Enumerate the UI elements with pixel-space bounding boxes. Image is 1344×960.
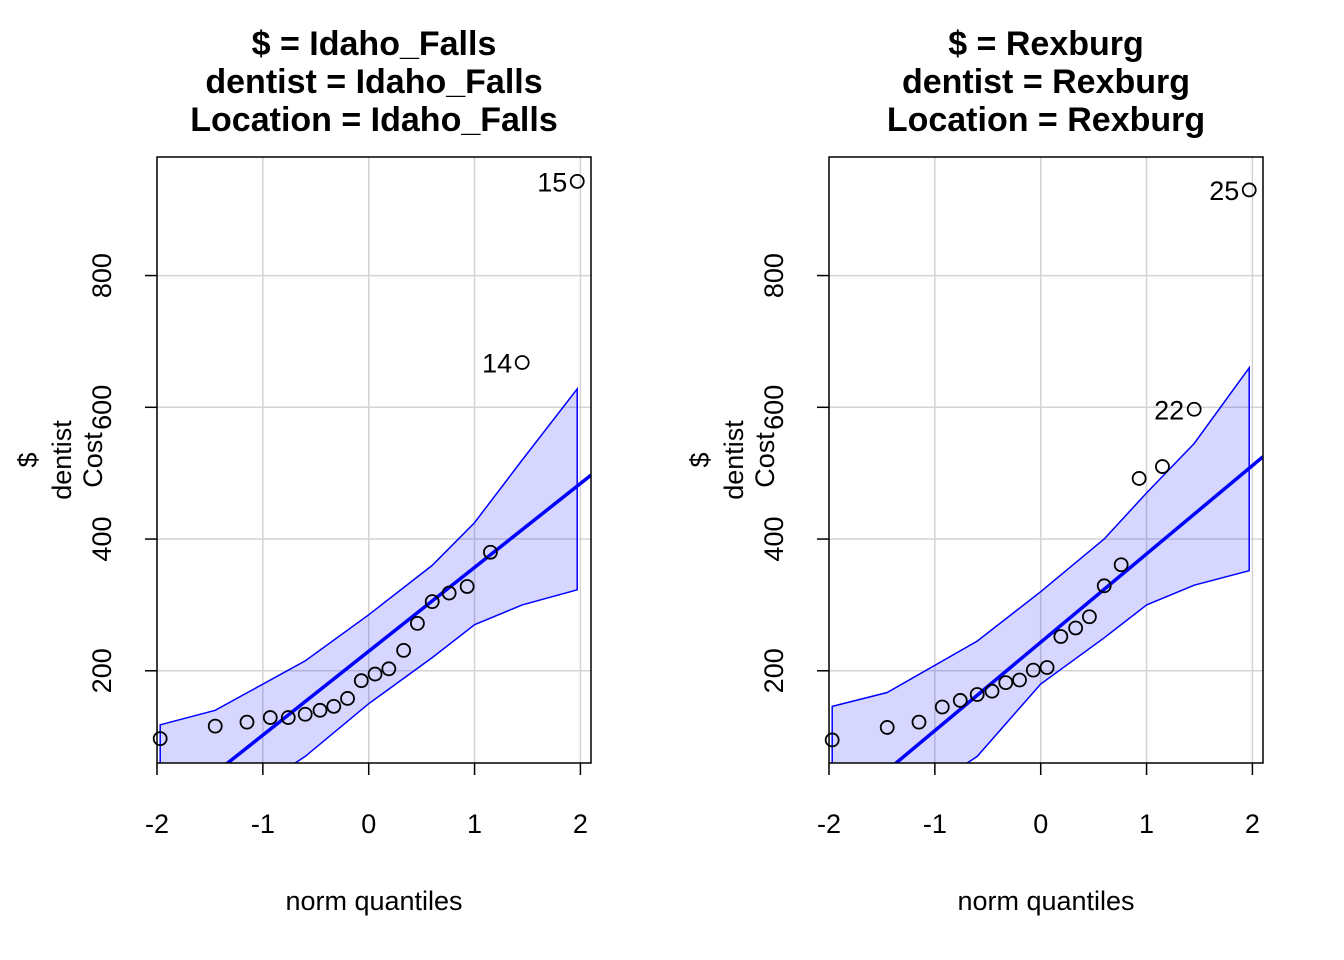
data-point (1053, 629, 1069, 644)
x-tick-label: -1 (923, 809, 947, 839)
data-point (340, 691, 355, 706)
data-point (1012, 672, 1027, 688)
y-tick-label: 200 (759, 648, 789, 693)
data-point (824, 732, 840, 748)
panel-title-line: $ = Rexburg (948, 25, 1144, 63)
data-point (367, 666, 383, 682)
data-point (396, 642, 412, 658)
confidence-band (831, 365, 1250, 763)
data-point (297, 706, 313, 722)
panel-title-line: dentist = Rexburg (902, 63, 1190, 101)
y-tick-label: 400 (87, 517, 117, 562)
data-point (280, 710, 296, 725)
x-tick-label: 2 (1245, 809, 1260, 839)
y-axis-label-line: $ (13, 452, 43, 467)
x-axis-label: norm quantiles (285, 886, 462, 916)
data-point (353, 673, 369, 689)
y-axis-label-line: dentist (47, 420, 77, 500)
y-axis-label-line: $ (685, 452, 715, 467)
data-point (1082, 609, 1097, 625)
y-tick-label: 600 (759, 385, 789, 430)
data-point (152, 731, 168, 747)
plot-area (829, 157, 1263, 763)
data-point (1186, 401, 1202, 417)
x-tick-label: 0 (361, 809, 376, 839)
point-label: 15 (537, 167, 567, 197)
y-tick-label: 200 (87, 648, 117, 693)
x-axis-label: norm quantiles (957, 886, 1134, 916)
point-label: 22 (1154, 395, 1184, 425)
data-point (998, 675, 1014, 691)
data-point (984, 683, 1000, 699)
y-tick-label: 400 (759, 517, 789, 562)
x-tick-label: 1 (467, 809, 482, 839)
data-point (1025, 662, 1041, 678)
point-label: 25 (1209, 176, 1239, 206)
plot-area (157, 157, 591, 763)
panel-title-line: Location = Rexburg (887, 101, 1205, 139)
data-point (424, 594, 440, 610)
data-point (1039, 660, 1055, 675)
data-point (969, 687, 985, 702)
y-axis-label-line: Cost (750, 432, 780, 488)
panel-idaho-falls: 14 15 -2 -1 0 1 2 200 400 600 800 norm quantiles $ de… (13, 25, 592, 916)
y-tick-label: 800 (759, 253, 789, 298)
data-point (911, 714, 927, 730)
data-point (409, 615, 425, 631)
confidence-band (159, 386, 578, 763)
panel-rexburg: 22 25 -2 -1 0 1 2 200 400 600 800 norm quantiles $ de… (685, 25, 1264, 916)
x-tick-label: -2 (145, 809, 169, 839)
x-tick-label: 0 (1033, 809, 1048, 839)
data-point (934, 699, 950, 715)
point-label: 14 (482, 349, 512, 379)
data-point (879, 720, 895, 735)
data-point (569, 173, 585, 189)
y-axis-label-line: Cost (78, 432, 108, 488)
data-point (262, 710, 278, 725)
reference-line (224, 473, 591, 763)
data-point (952, 693, 968, 708)
plot-frame (828, 156, 1264, 764)
data-point (239, 714, 255, 730)
data-point (381, 661, 397, 677)
data-point (326, 698, 342, 714)
data-point (1113, 557, 1129, 573)
x-tick-label: 2 (573, 809, 588, 839)
panel-title-line: dentist = Idaho_Falls (205, 63, 542, 101)
data-point (1096, 578, 1112, 594)
panel-title-line: $ = Idaho_Falls (252, 25, 497, 63)
data-point (1241, 182, 1257, 198)
reference-line (893, 455, 1263, 763)
data-point (483, 544, 498, 560)
data-point (1131, 471, 1147, 486)
y-axis-label-line: dentist (719, 420, 749, 500)
data-point (312, 702, 328, 718)
data-point (459, 579, 475, 594)
data-point (207, 718, 223, 734)
panel-title-line: Location = Idaho_Falls (190, 101, 557, 139)
y-tick-label: 600 (87, 385, 117, 430)
y-tick-label: 800 (87, 253, 117, 298)
plot-frame (156, 156, 592, 764)
data-point (1068, 620, 1084, 636)
data-point (441, 585, 457, 601)
x-tick-label: -2 (817, 809, 841, 839)
data-point (1155, 459, 1170, 474)
x-tick-label: -1 (251, 809, 275, 839)
x-tick-label: 1 (1139, 809, 1154, 839)
data-point (514, 355, 530, 370)
